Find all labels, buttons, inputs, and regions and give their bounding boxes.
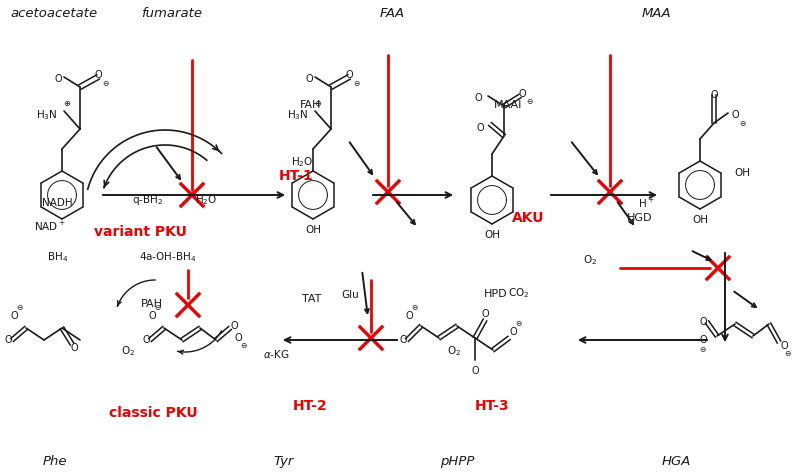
Text: MAA: MAA [641, 7, 671, 20]
Text: O: O [780, 341, 788, 351]
Text: H$_2$O: H$_2$O [291, 155, 314, 170]
Text: O: O [474, 93, 482, 103]
Text: $\ominus$: $\ominus$ [515, 320, 523, 329]
Text: HGA: HGA [662, 455, 690, 468]
Text: O: O [345, 70, 353, 80]
Text: $\ominus$: $\ominus$ [16, 304, 24, 313]
Text: Glu: Glu [342, 289, 359, 300]
Text: $\ominus$: $\ominus$ [739, 118, 747, 127]
Text: O: O [4, 335, 12, 345]
Text: H$_2$O: H$_2$O [195, 193, 218, 208]
Text: OH: OH [734, 168, 750, 178]
Text: HGD: HGD [627, 212, 653, 223]
Text: O: O [471, 366, 479, 376]
Text: acetoacetate: acetoacetate [11, 7, 98, 20]
Text: classic PKU: classic PKU [110, 406, 198, 420]
Text: $\ominus$: $\ominus$ [784, 350, 792, 359]
Text: $\alpha$-KG: $\alpha$-KG [262, 348, 290, 360]
Text: O$_2$: O$_2$ [121, 344, 135, 359]
Text: PAH: PAH [141, 299, 163, 309]
Text: $\ominus$: $\ominus$ [240, 342, 248, 351]
Text: HPD: HPD [484, 288, 508, 299]
Text: HT-1: HT-1 [278, 169, 314, 183]
Text: BH$_4$: BH$_4$ [47, 250, 68, 265]
Text: OH: OH [484, 230, 500, 240]
Text: HT-3: HT-3 [474, 399, 510, 413]
Text: fumarate: fumarate [142, 7, 202, 20]
Text: NAD$^+$: NAD$^+$ [34, 219, 66, 233]
Text: H$^+$: H$^+$ [638, 197, 654, 210]
Text: $\ominus$: $\ominus$ [102, 78, 110, 87]
Text: O: O [142, 335, 150, 345]
Text: TAT: TAT [302, 294, 322, 304]
Text: Phe: Phe [42, 455, 66, 468]
Text: variant PKU: variant PKU [94, 225, 186, 239]
Text: $\oplus$: $\oplus$ [63, 98, 71, 107]
Text: OH: OH [692, 215, 708, 225]
Text: H$_3$N: H$_3$N [287, 108, 309, 122]
Text: O: O [731, 110, 739, 120]
Text: $\ominus$: $\ominus$ [526, 97, 534, 106]
Text: FAH: FAH [300, 100, 321, 111]
Text: O: O [699, 335, 707, 345]
Text: OH: OH [305, 225, 321, 235]
Text: $\ominus$: $\ominus$ [154, 304, 162, 313]
Text: O$_2$: O$_2$ [583, 253, 598, 267]
Text: O: O [481, 309, 489, 319]
Text: $\ominus$: $\ominus$ [353, 78, 361, 87]
Text: HT-2: HT-2 [293, 399, 328, 413]
Text: 4a-OH-BH$_4$: 4a-OH-BH$_4$ [139, 250, 197, 265]
Text: $\ominus$: $\ominus$ [411, 304, 419, 313]
Text: H$_3$N: H$_3$N [37, 108, 58, 122]
Text: NADH: NADH [42, 198, 73, 209]
Text: O: O [710, 90, 718, 100]
Text: O: O [699, 317, 707, 327]
Text: CO$_2$: CO$_2$ [508, 286, 529, 301]
Text: O: O [10, 311, 18, 321]
Text: $\oplus$: $\oplus$ [314, 98, 322, 107]
Text: FAA: FAA [379, 7, 405, 20]
Text: O: O [70, 343, 78, 353]
Text: O: O [399, 335, 407, 345]
Text: O: O [54, 74, 62, 84]
Text: AKU: AKU [512, 210, 544, 225]
Text: q-BH$_2$: q-BH$_2$ [133, 193, 163, 208]
Text: MAAI: MAAI [494, 100, 522, 111]
Text: O: O [148, 311, 156, 321]
Text: O: O [305, 74, 313, 84]
Text: O: O [94, 70, 102, 80]
Text: O: O [405, 311, 413, 321]
Text: O: O [234, 333, 242, 343]
Text: O: O [518, 89, 526, 99]
Text: Tyr: Tyr [274, 455, 294, 468]
Text: O: O [509, 327, 517, 337]
Text: O: O [476, 123, 484, 133]
Text: pHPP: pHPP [441, 455, 474, 468]
Text: O$_2$: O$_2$ [446, 344, 461, 359]
Text: $\ominus$: $\ominus$ [699, 345, 707, 354]
Text: O: O [230, 321, 238, 331]
